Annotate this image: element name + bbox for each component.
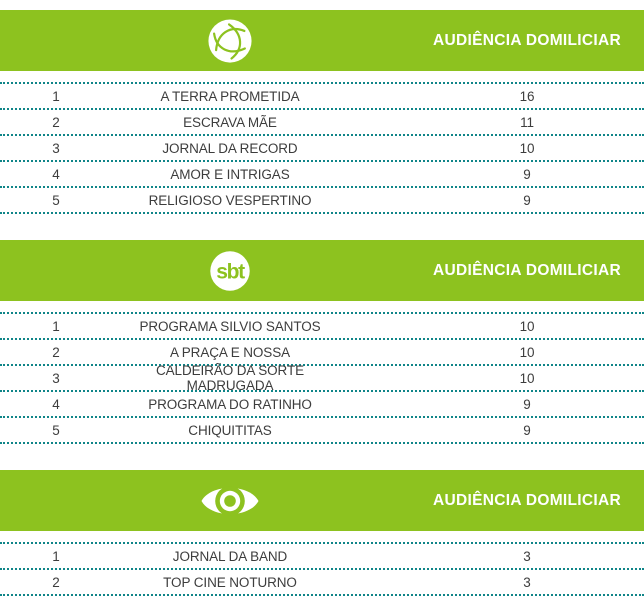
record-logo-icon (207, 18, 253, 64)
audience-value: 10 (519, 140, 535, 156)
table-row: 1 PROGRAMA SILVIO SANTOS 10 (0, 314, 644, 340)
program-name: CHIQUITITAS (188, 422, 272, 438)
rank-number: 2 (52, 344, 60, 360)
audience-value: 3 (523, 574, 531, 590)
program-name: JORNAL DA RECORD (162, 140, 298, 156)
program-name: AMOR E INTRIGAS (170, 166, 290, 182)
sbt-table: 1 PROGRAMA SILVIO SANTOS 10 2 A PRAÇA E … (0, 312, 644, 444)
program-name: ESCRAVA MÃE (183, 114, 277, 130)
program-name: RELIGIOSO VESPERTINO (148, 192, 312, 208)
program-name: A PRAÇA E NOSSA (169, 344, 291, 360)
table-row: 5 CHIQUITITAS 9 (0, 418, 644, 444)
audience-value: 9 (523, 422, 531, 438)
rank-number: 3 (52, 370, 60, 386)
table-row: 5 RELIGIOSO VESPERTINO 9 (0, 188, 644, 214)
rank-number: 1 (52, 548, 60, 564)
panel-title: AUDIÊNCIA DOMILICIAR (433, 31, 621, 49)
rank-number: 1 (52, 318, 60, 334)
rank-number: 2 (52, 114, 60, 130)
audience-value: 10 (519, 344, 535, 360)
rank-number: 5 (52, 422, 60, 438)
rank-number: 5 (52, 192, 60, 208)
band-logo-icon (201, 482, 259, 520)
program-name: A TERRA PROMETIDA (160, 88, 300, 104)
table-row: 1 JORNAL DA BAND 3 (0, 544, 644, 570)
program-name: PROGRAMA SILVIO SANTOS (139, 318, 321, 334)
program-name: JORNAL DA BAND (172, 548, 288, 564)
panel-title: AUDIÊNCIA DOMILICIAR (433, 261, 621, 279)
table-row: 4 PROGRAMA DO RATINHO 9 (0, 392, 644, 418)
audience-value: 9 (523, 166, 531, 182)
audience-value: 16 (519, 88, 535, 104)
panel-title: AUDIÊNCIA DOMILICIAR (433, 491, 621, 509)
table-row: 2 ESCRAVA MÃE 11 (0, 110, 644, 136)
table-row: 3 JORNAL DA RECORD 10 (0, 136, 644, 162)
table-row: 2 TOP CINE NOTURNO 3 (0, 570, 644, 596)
table-row: 3 CALDEIRÃO DA SORTE MADRUGADA 10 (0, 363, 644, 393)
audience-value: 10 (519, 318, 535, 334)
program-name: PROGRAMA DO RATINHO (148, 396, 312, 412)
audience-value: 9 (523, 192, 531, 208)
rank-number: 2 (52, 574, 60, 590)
record-panel: AUDIÊNCIA DOMILICIAR 1 A TERRA PROMETIDA… (0, 10, 644, 214)
band-header-bar: AUDIÊNCIA DOMILICIAR (0, 470, 644, 531)
audience-value: 9 (523, 396, 531, 412)
rank-number: 4 (52, 166, 60, 182)
audience-value: 10 (519, 370, 535, 386)
record-header-bar: AUDIÊNCIA DOMILICIAR (0, 10, 644, 71)
audience-value: 11 (520, 114, 534, 130)
program-name: CALDEIRÃO DA SORTE MADRUGADA (156, 363, 304, 393)
rank-number: 3 (52, 140, 60, 156)
table-row: 1 A TERRA PROMETIDA 16 (0, 84, 644, 110)
rank-number: 1 (52, 88, 60, 104)
sbt-header-bar: sbt AUDIÊNCIA DOMILICIAR (0, 240, 644, 301)
program-name: TOP CINE NOTURNO (163, 574, 297, 590)
sbt-logo-text: sbt (216, 260, 245, 283)
table-row: 2 A PRAÇA E NOSSA 10 (0, 340, 644, 366)
table-row: 4 AMOR E INTRIGAS 9 (0, 162, 644, 188)
band-table: 1 JORNAL DA BAND 3 2 TOP CINE NOTURNO 3 (0, 542, 644, 596)
record-table: 1 A TERRA PROMETIDA 16 2 ESCRAVA MÃE 11 … (0, 82, 644, 214)
rank-number: 4 (52, 396, 60, 412)
sbt-panel: sbt AUDIÊNCIA DOMILICIAR 1 PROGRAMA SILV… (0, 240, 644, 444)
audience-value: 3 (523, 548, 531, 564)
band-panel: AUDIÊNCIA DOMILICIAR 1 JORNAL DA BAND 3 … (0, 470, 644, 596)
sbt-logo-icon: sbt (208, 249, 252, 293)
